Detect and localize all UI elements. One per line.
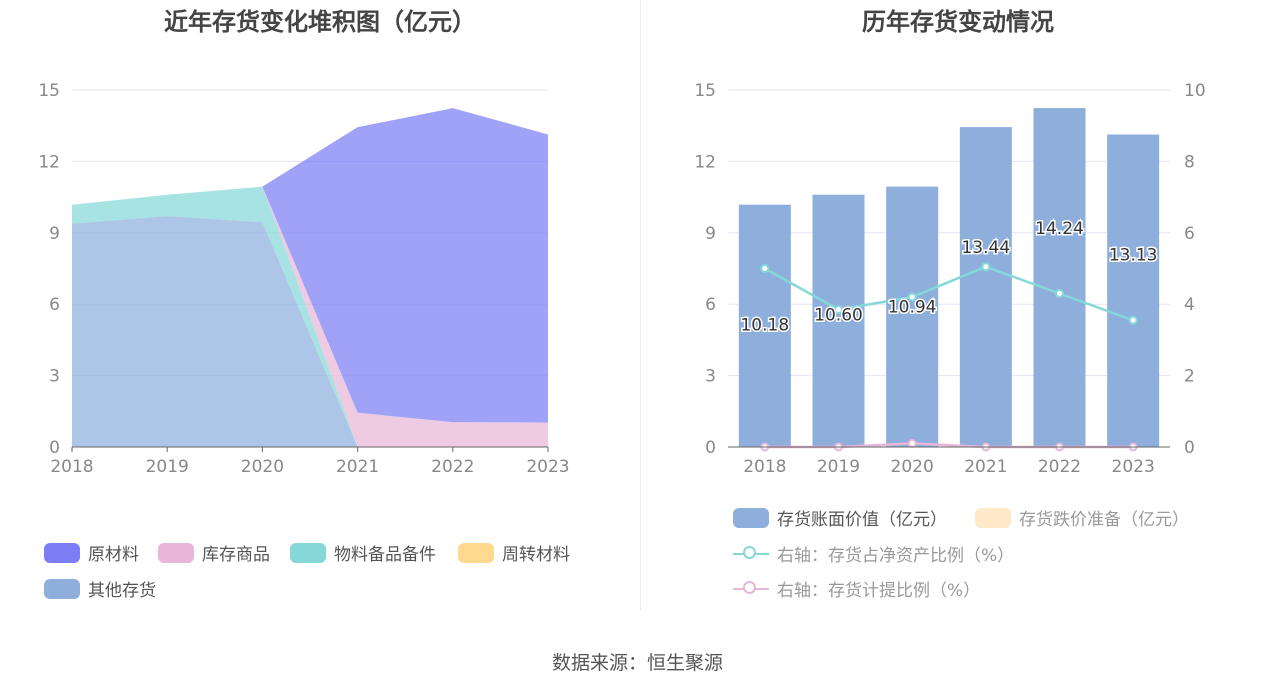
legend-item[interactable]: 库存商品	[158, 540, 270, 565]
x-tick-label: 2019	[817, 457, 860, 477]
panel-divider	[640, 0, 641, 610]
legend-item[interactable]: 右轴：存货计提比例（%）	[733, 576, 980, 601]
bar-line-chart: 0 3 6 9 12 15 0 2 4 6 8 10 10.18 10.60 10.94 13.44 14.24…	[694, 81, 1206, 477]
line-point	[981, 262, 991, 272]
y-tick-label: 12	[694, 152, 716, 172]
legend-label: 原材料	[88, 545, 139, 565]
y-tick-label: 0	[705, 438, 716, 458]
x-tick-label: 2023	[526, 457, 569, 477]
bar-value-label: 10.94	[888, 298, 937, 318]
legend-item[interactable]: 原材料	[44, 540, 139, 565]
line-point	[834, 305, 843, 315]
legend-label: 右轴：存货计提比例（%）	[777, 581, 981, 601]
left-chart-legend: 原材料 库存商品 物料备品备件 周转材料其他存货	[0, 0, 640, 610]
y2-tick-label: 2	[1184, 367, 1195, 387]
bar-value-label: 13.13	[1109, 246, 1158, 266]
legend-item[interactable]: 其他存货	[44, 576, 156, 601]
legend-label: 存货跌价准备（亿元）	[1019, 510, 1189, 530]
legend-label: 周转材料	[502, 545, 570, 565]
y-tick-label: 9	[705, 224, 716, 244]
right-chart-legend: 存货账面价值（亿元） 存货跌价准备（亿元） 右轴：存货占净资产比例（%） 右轴：存货计…	[641, 0, 1275, 610]
left-chart-title: 近年存货变化堆积图（亿元）	[164, 8, 476, 36]
bar-2019	[812, 194, 865, 447]
legend-swatch	[158, 542, 194, 563]
legend-swatch	[44, 542, 80, 563]
y-tick-label: 15	[694, 81, 716, 101]
area-series-其他存货	[72, 216, 548, 447]
legend-swatch	[458, 542, 494, 563]
y-tick-label: 3	[705, 367, 716, 387]
legend-label: 物料备品备件	[334, 545, 436, 565]
legend-label: 库存商品	[202, 545, 270, 565]
legend-label: 右轴：存货占净资产比例（%）	[777, 546, 1015, 566]
y2-tick-label: 4	[1184, 295, 1195, 315]
legend-item[interactable]: 存货跌价准备（亿元）	[975, 505, 1189, 530]
right-chart-panel: 历年存货变动情况 0 3 6 9 12 15 0 2 4 6 8 10 10.18 10.60 10.94 1…	[641, 0, 1275, 610]
legend-swatch	[975, 507, 1011, 528]
bar-value-label: 10.18	[740, 316, 789, 336]
right-chart-title: 历年存货变动情况	[862, 8, 1054, 36]
bar-value-label: 13.44	[961, 238, 1010, 258]
bar-value-label: 10.60	[814, 306, 863, 326]
bar-value-label: 14.24	[1035, 219, 1084, 239]
legend-swatch	[290, 542, 326, 563]
stacked-area-chart: 0 3 6 9 12 15 2018 2019 2020 2021 2022 2023	[38, 81, 569, 477]
y-tick-label: 15	[38, 81, 60, 101]
y2-tick-label: 0	[1184, 438, 1195, 458]
legend-item[interactable]: 物料备品备件	[290, 540, 436, 565]
x-tick-label: 2019	[146, 457, 189, 477]
x-tick-label: 2022	[1038, 457, 1081, 477]
legend-item[interactable]: 存货账面价值（亿元）	[733, 505, 947, 530]
y-tick-label: 9	[49, 224, 60, 244]
bar-2021	[959, 127, 1012, 448]
y2-tick-label: 6	[1184, 224, 1195, 244]
y-tick-label: 0	[49, 438, 60, 458]
x-tick-label: 2018	[743, 457, 786, 477]
legend-label: 存货账面价值（亿元）	[777, 510, 947, 530]
x-tick-label: 2022	[431, 457, 474, 477]
left-chart-panel: 近年存货变化堆积图（亿元） 0 3 6 9 12 15 2018 2019 2020 2021 20…	[0, 0, 640, 610]
y-tick-label: 12	[38, 152, 60, 172]
area-series-物料备品备件	[72, 186, 548, 448]
legend-item[interactable]: 周转材料	[458, 540, 570, 565]
data-source-text: 数据来源：恒生聚源	[551, 652, 723, 674]
x-tick-label: 2018	[50, 457, 93, 477]
bar-2018	[738, 204, 791, 447]
y2-tick-label: 8	[1184, 152, 1195, 172]
line-point	[907, 292, 917, 302]
bar-2020	[886, 186, 939, 448]
line-point	[1055, 288, 1064, 298]
bar-2023	[1107, 134, 1160, 448]
x-tick-label: 2020	[891, 457, 934, 477]
legend-swatch	[733, 507, 769, 528]
x-tick-label: 2021	[336, 457, 379, 477]
y-tick-label: 3	[49, 367, 60, 387]
legend-item[interactable]: 右轴：存货占净资产比例（%）	[733, 541, 1014, 566]
line-ratio-net-assets	[764, 265, 1134, 322]
legend-swatch	[44, 578, 80, 599]
y-tick-label: 6	[705, 295, 716, 315]
line-point	[1128, 315, 1138, 325]
x-tick-label: 2020	[241, 457, 284, 477]
line-point	[760, 264, 770, 273]
legend-swatch	[733, 544, 769, 564]
y2-tick-label: 10	[1184, 81, 1206, 101]
y-tick-label: 6	[49, 295, 60, 315]
legend-swatch	[733, 579, 769, 599]
x-tick-label: 2021	[964, 457, 1007, 477]
area-series-原材料	[72, 108, 548, 423]
legend-label: 其他存货	[88, 581, 156, 601]
x-tick-label: 2023	[1112, 457, 1155, 477]
bar-2022	[1033, 108, 1086, 447]
